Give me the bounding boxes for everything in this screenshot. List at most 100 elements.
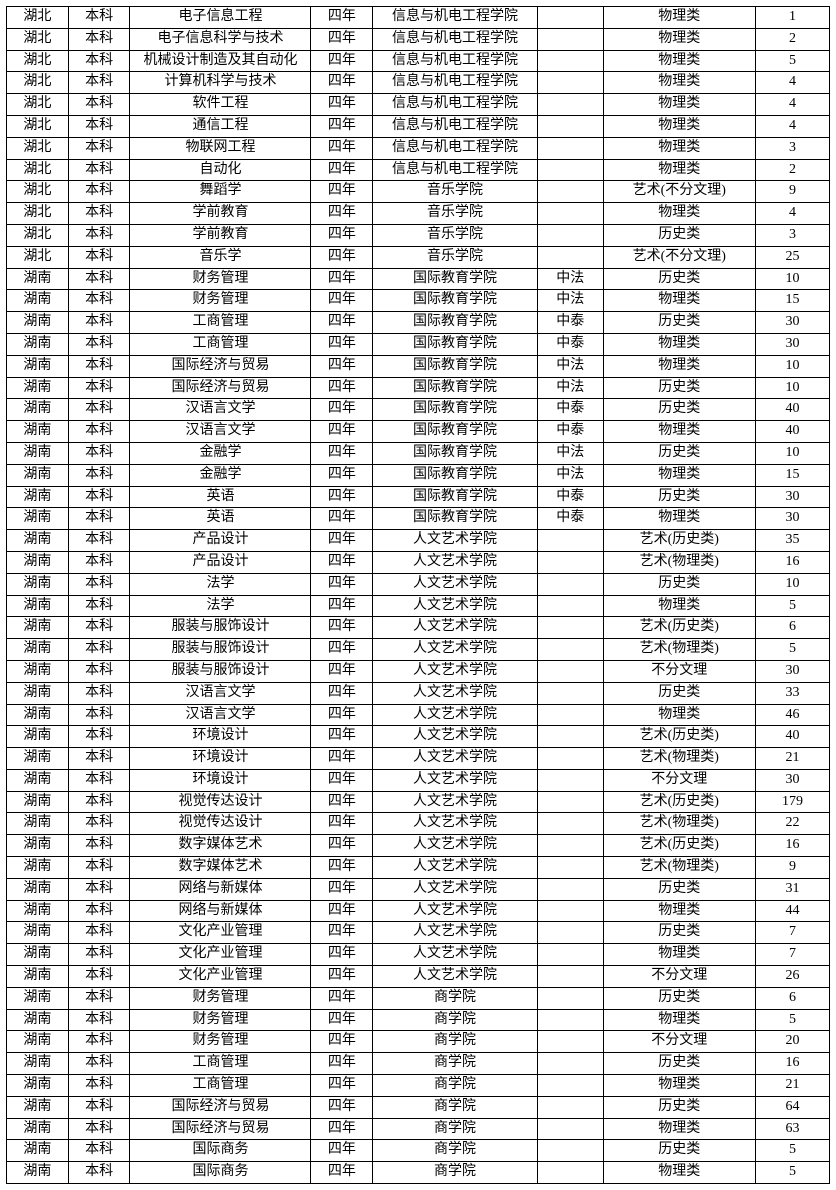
table-cell: 湖南 bbox=[7, 922, 69, 944]
table-cell: 四年 bbox=[311, 399, 373, 421]
table-cell: 数字媒体艺术 bbox=[130, 835, 311, 857]
table-cell: 历史类 bbox=[603, 224, 755, 246]
table-cell: 文化产业管理 bbox=[130, 944, 311, 966]
table-cell bbox=[537, 530, 603, 552]
table-cell: 1 bbox=[755, 7, 829, 29]
table-cell: 本科 bbox=[68, 922, 130, 944]
table-cell: 物联网工程 bbox=[130, 137, 311, 159]
table-cell: 5 bbox=[755, 1140, 829, 1162]
table-cell: 64 bbox=[755, 1096, 829, 1118]
table-cell: 湖南 bbox=[7, 1031, 69, 1053]
admissions-table: 湖北本科电子信息工程四年信息与机电工程学院物理类1湖北本科电子信息科学与技术四年… bbox=[6, 6, 830, 1184]
table-cell: 湖北 bbox=[7, 203, 69, 225]
table-cell: 本科 bbox=[68, 769, 130, 791]
table-cell: 文化产业管理 bbox=[130, 922, 311, 944]
table-cell: 湖南 bbox=[7, 1053, 69, 1075]
table-cell: 人文艺术学院 bbox=[373, 595, 538, 617]
table-cell: 四年 bbox=[311, 617, 373, 639]
table-cell: 物理类 bbox=[603, 290, 755, 312]
table-cell: 40 bbox=[755, 399, 829, 421]
table-cell: 物理类 bbox=[603, 137, 755, 159]
table-cell: 四年 bbox=[311, 1009, 373, 1031]
table-cell: 5 bbox=[755, 50, 829, 72]
table-row: 湖南本科服装与服饰设计四年人文艺术学院艺术(历史类)6 bbox=[7, 617, 830, 639]
table-cell: 中法 bbox=[537, 464, 603, 486]
table-cell: 汉语言文学 bbox=[130, 399, 311, 421]
table-cell: 本科 bbox=[68, 224, 130, 246]
table-cell: 4 bbox=[755, 203, 829, 225]
table-cell: 物理类 bbox=[603, 464, 755, 486]
table-cell: 2 bbox=[755, 28, 829, 50]
table-cell: 历史类 bbox=[603, 486, 755, 508]
table-cell: 软件工程 bbox=[130, 94, 311, 116]
table-body: 湖北本科电子信息工程四年信息与机电工程学院物理类1湖北本科电子信息科学与技术四年… bbox=[7, 7, 830, 1184]
table-cell: 湖南 bbox=[7, 355, 69, 377]
table-cell: 数字媒体艺术 bbox=[130, 857, 311, 879]
table-cell: 人文艺术学院 bbox=[373, 944, 538, 966]
table-cell: 本科 bbox=[68, 1031, 130, 1053]
table-cell: 中法 bbox=[537, 377, 603, 399]
table-cell: 四年 bbox=[311, 464, 373, 486]
table-row: 湖南本科工商管理四年商学院物理类21 bbox=[7, 1075, 830, 1097]
table-cell: 四年 bbox=[311, 1075, 373, 1097]
table-cell: 本科 bbox=[68, 944, 130, 966]
table-cell: 艺术(物理类) bbox=[603, 551, 755, 573]
table-row: 湖南本科汉语言文学四年国际教育学院中泰物理类40 bbox=[7, 421, 830, 443]
table-cell: 本科 bbox=[68, 421, 130, 443]
table-cell: 人文艺术学院 bbox=[373, 900, 538, 922]
table-cell: 国际商务 bbox=[130, 1162, 311, 1184]
table-cell: 湖南 bbox=[7, 442, 69, 464]
table-row: 湖南本科金融学四年国际教育学院中法物理类15 bbox=[7, 464, 830, 486]
table-cell: 国际经济与贸易 bbox=[130, 1096, 311, 1118]
table-cell: 本科 bbox=[68, 399, 130, 421]
table-cell bbox=[537, 595, 603, 617]
table-cell: 学前教育 bbox=[130, 224, 311, 246]
table-cell: 湖南 bbox=[7, 966, 69, 988]
table-cell: 人文艺术学院 bbox=[373, 748, 538, 770]
table-cell: 四年 bbox=[311, 203, 373, 225]
table-cell: 人文艺术学院 bbox=[373, 617, 538, 639]
table-cell: 国际经济与贸易 bbox=[130, 355, 311, 377]
table-cell: 人文艺术学院 bbox=[373, 966, 538, 988]
table-row: 湖南本科文化产业管理四年人文艺术学院历史类7 bbox=[7, 922, 830, 944]
table-cell: 30 bbox=[755, 333, 829, 355]
table-cell bbox=[537, 159, 603, 181]
table-cell: 4 bbox=[755, 72, 829, 94]
table-row: 湖南本科网络与新媒体四年人文艺术学院历史类31 bbox=[7, 878, 830, 900]
table-cell: 179 bbox=[755, 791, 829, 813]
table-cell: 艺术(物理类) bbox=[603, 857, 755, 879]
table-cell: 音乐学院 bbox=[373, 181, 538, 203]
table-row: 湖北本科学前教育四年音乐学院历史类3 bbox=[7, 224, 830, 246]
table-row: 湖南本科产品设计四年人文艺术学院艺术(物理类)16 bbox=[7, 551, 830, 573]
table-cell: 本科 bbox=[68, 551, 130, 573]
table-cell: 工商管理 bbox=[130, 312, 311, 334]
table-cell bbox=[537, 660, 603, 682]
table-cell: 本科 bbox=[68, 246, 130, 268]
table-cell: 本科 bbox=[68, 791, 130, 813]
table-cell bbox=[537, 7, 603, 29]
table-cell: 物理类 bbox=[603, 1075, 755, 1097]
table-cell: 四年 bbox=[311, 660, 373, 682]
table-cell: 16 bbox=[755, 1053, 829, 1075]
table-row: 湖南本科国际商务四年商学院物理类5 bbox=[7, 1162, 830, 1184]
table-cell: 湖南 bbox=[7, 726, 69, 748]
table-cell: 中法 bbox=[537, 290, 603, 312]
table-cell: 5 bbox=[755, 1009, 829, 1031]
table-cell: 四年 bbox=[311, 355, 373, 377]
table-cell: 艺术(物理类) bbox=[603, 813, 755, 835]
table-cell: 本科 bbox=[68, 72, 130, 94]
table-cell: 环境设计 bbox=[130, 748, 311, 770]
table-cell bbox=[537, 878, 603, 900]
table-cell: 10 bbox=[755, 377, 829, 399]
table-cell: 本科 bbox=[68, 900, 130, 922]
table-cell: 30 bbox=[755, 508, 829, 530]
table-cell: 四年 bbox=[311, 7, 373, 29]
table-cell: 46 bbox=[755, 704, 829, 726]
table-cell: 本科 bbox=[68, 7, 130, 29]
table-cell: 历史类 bbox=[603, 312, 755, 334]
table-cell: 四年 bbox=[311, 508, 373, 530]
table-row: 湖南本科法学四年人文艺术学院物理类5 bbox=[7, 595, 830, 617]
table-cell: 金融学 bbox=[130, 442, 311, 464]
table-cell: 艺术(历史类) bbox=[603, 791, 755, 813]
table-cell bbox=[537, 704, 603, 726]
